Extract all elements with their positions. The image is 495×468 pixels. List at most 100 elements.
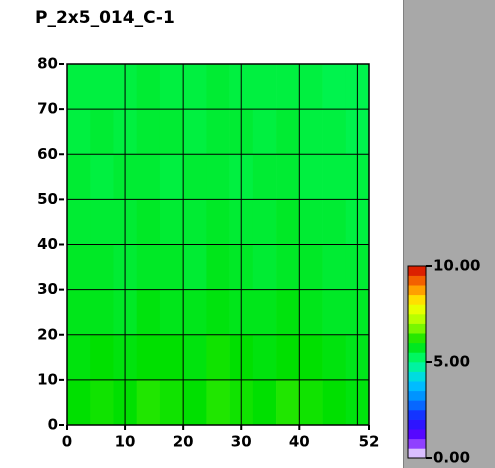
heat-cell [252, 199, 277, 245]
heat-cell [67, 154, 91, 200]
heat-cell [299, 64, 323, 110]
x-tick-label: 0 [62, 433, 72, 451]
colorbar-segment [408, 323, 426, 334]
heat-cell [183, 289, 207, 336]
heat-cell [136, 154, 161, 200]
heat-cell [322, 289, 347, 336]
heat-cell [90, 334, 114, 381]
heat-cell [159, 289, 184, 336]
heat-cell [136, 64, 161, 110]
heat-cell [252, 154, 277, 200]
heat-cell [322, 334, 347, 381]
heat-cell [252, 64, 277, 110]
heat-cell [90, 244, 114, 290]
heat-cell [159, 64, 184, 110]
heat-cell [159, 244, 184, 290]
y-tick-label: 60 [37, 145, 58, 163]
heat-cell [183, 379, 207, 426]
heat-cell [322, 109, 347, 155]
heat-cell [183, 199, 207, 245]
heat-cell [183, 334, 207, 381]
heat-cell [276, 109, 300, 155]
colorbar-tick-label: 5.00 [433, 353, 470, 371]
colorbar-segment [408, 362, 426, 372]
colorbar-segment [408, 371, 426, 382]
heat-cell [299, 334, 323, 381]
heat-cell [183, 109, 207, 155]
colorbar-segment [408, 333, 426, 344]
colorbar-segment [408, 419, 426, 430]
heat-cell [276, 154, 300, 200]
heat-cell [276, 199, 300, 245]
heat-cell [67, 244, 91, 290]
x-tick-label: 10 [115, 433, 136, 451]
heat-cell [67, 379, 91, 426]
x-tick-label: 52 [359, 433, 380, 451]
colorbar-segment [408, 438, 426, 449]
y-tick-label: 80 [37, 55, 58, 73]
heat-cell [90, 64, 114, 110]
colorbar-segment [408, 304, 426, 315]
heat-cell [206, 64, 230, 110]
heat-cell [136, 244, 161, 290]
colorbar-segment [408, 266, 426, 276]
y-tick-label: 0 [48, 416, 58, 434]
heat-cell [90, 289, 114, 336]
heat-cell [322, 154, 347, 200]
heat-cell [206, 244, 230, 290]
heat-cell [67, 289, 91, 336]
heat-cell [90, 109, 114, 155]
heat-cell [276, 64, 300, 110]
heat-cell [299, 379, 323, 426]
heat-cell [252, 289, 277, 336]
heat-cell [299, 244, 323, 290]
heat-cell [159, 154, 184, 200]
heat-cell [67, 64, 91, 110]
heat-cell [136, 334, 161, 381]
heat-cell [67, 199, 91, 245]
heat-cell [252, 379, 277, 426]
heat-cell [252, 109, 277, 155]
heat-cell [252, 334, 277, 381]
heat-cell [276, 289, 300, 336]
heat-cell [206, 154, 230, 200]
heat-cell [322, 199, 347, 245]
chart-title: P_2x5_014_C-1 [35, 8, 175, 28]
colorbar-segment [408, 410, 426, 420]
heat-cell [136, 109, 161, 155]
heat-cell [206, 109, 230, 155]
colorbar-segment [408, 429, 426, 440]
x-tick-label: 30 [231, 433, 252, 451]
heat-cell [183, 244, 207, 290]
colorbar-segment [408, 275, 426, 286]
heat-cell [159, 199, 184, 245]
heat-cell [276, 244, 300, 290]
colorbar-segment [408, 285, 426, 296]
heat-cell [136, 199, 161, 245]
heat-cell [206, 199, 230, 245]
heat-cell [67, 334, 91, 381]
colorbar-segment [408, 400, 426, 411]
heat-cell [90, 379, 114, 426]
y-tick-label: 10 [37, 370, 58, 388]
heat-cell [276, 334, 300, 381]
colorbar-segment [408, 352, 426, 363]
heat-cell [183, 154, 207, 200]
heat-cell [299, 109, 323, 155]
colorbar-segment [408, 381, 426, 392]
heat-cell [299, 289, 323, 336]
heat-cell [90, 154, 114, 200]
heat-cell [206, 334, 230, 381]
x-tick-label: 20 [173, 433, 194, 451]
y-tick-label: 30 [37, 280, 58, 298]
heat-cell [252, 244, 277, 290]
colorbar-tick-label: 0.00 [433, 449, 470, 467]
heat-cell [136, 289, 161, 336]
y-tick-label: 70 [37, 100, 58, 118]
x-tick-label: 40 [289, 433, 310, 451]
heat-cell [276, 379, 300, 426]
heat-cell [206, 379, 230, 426]
heat-cell [183, 64, 207, 110]
heat-cell [299, 199, 323, 245]
